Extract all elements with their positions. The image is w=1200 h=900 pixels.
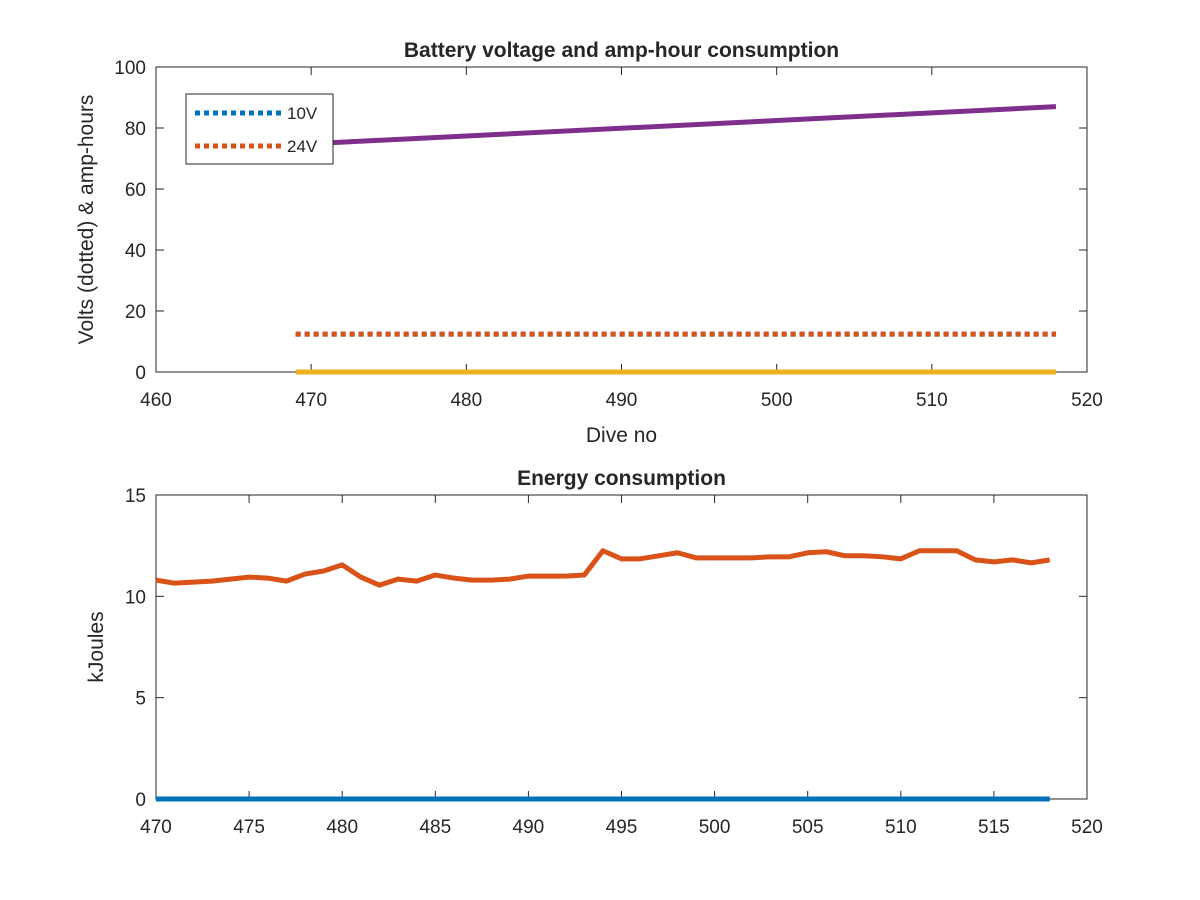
- x-tick-label: 475: [233, 817, 265, 838]
- y-tick-label: 5: [135, 689, 146, 710]
- battery-chart: 460 470 480 490 500 510 520 0 20 40 60 80 100 Battery…: [75, 39, 1103, 447]
- energy-chart: 470 475 480 485 490 495 500 505 510 515 520051015E…: [85, 467, 1103, 838]
- x-tick-label: 490: [606, 390, 638, 411]
- x-tick-label: 495: [606, 817, 638, 838]
- chart-title: Battery voltage and amp-hour consumption: [404, 39, 839, 62]
- y-tick-label: 60: [125, 180, 146, 201]
- x-tick-label: 505: [792, 817, 824, 838]
- series-line-2: [295, 104, 1057, 147]
- y-axis-label: Volts (dotted) & amp-hours: [75, 95, 98, 345]
- y-axis-label: kJoules: [85, 611, 108, 682]
- y-tick-label: 0: [135, 363, 146, 384]
- y-tick-label: 80: [125, 119, 146, 140]
- x-tick-label: 490: [513, 817, 545, 838]
- y-tick-label: 20: [125, 302, 146, 323]
- legend-label: 24V: [287, 137, 318, 156]
- legend-label: 10V: [287, 104, 318, 123]
- x-tick-label: 480: [450, 390, 482, 411]
- x-tick-label: 500: [699, 817, 731, 838]
- x-tick-label: 510: [885, 817, 917, 838]
- chart-title: Energy consumption: [517, 467, 726, 490]
- x-tick-label: 520: [1071, 390, 1103, 411]
- x-tick-label: 470: [295, 390, 327, 411]
- y-tick-label: 0: [135, 790, 146, 811]
- legend-box: [185, 93, 334, 165]
- x-tick-label: 510: [916, 390, 948, 411]
- x-tick-label: 515: [978, 817, 1010, 838]
- x-tick-label: 470: [140, 817, 172, 838]
- legend: 10V 24V: [185, 93, 334, 165]
- y-tick-label: 10: [125, 587, 146, 608]
- x-tick-label: 520: [1071, 817, 1103, 838]
- x-tick-label: 480: [326, 817, 358, 838]
- x-tick-label: 500: [761, 390, 793, 411]
- x-tick-label: 485: [419, 817, 451, 838]
- series-line-1: [155, 548, 1051, 588]
- y-tick-label: 40: [125, 241, 146, 262]
- x-axis-label: Dive no: [586, 424, 657, 447]
- y-tick-label: 100: [114, 58, 146, 79]
- plot-area: [155, 494, 1088, 800]
- x-tick-label: 460: [140, 390, 172, 411]
- y-tick-label: 15: [125, 486, 146, 507]
